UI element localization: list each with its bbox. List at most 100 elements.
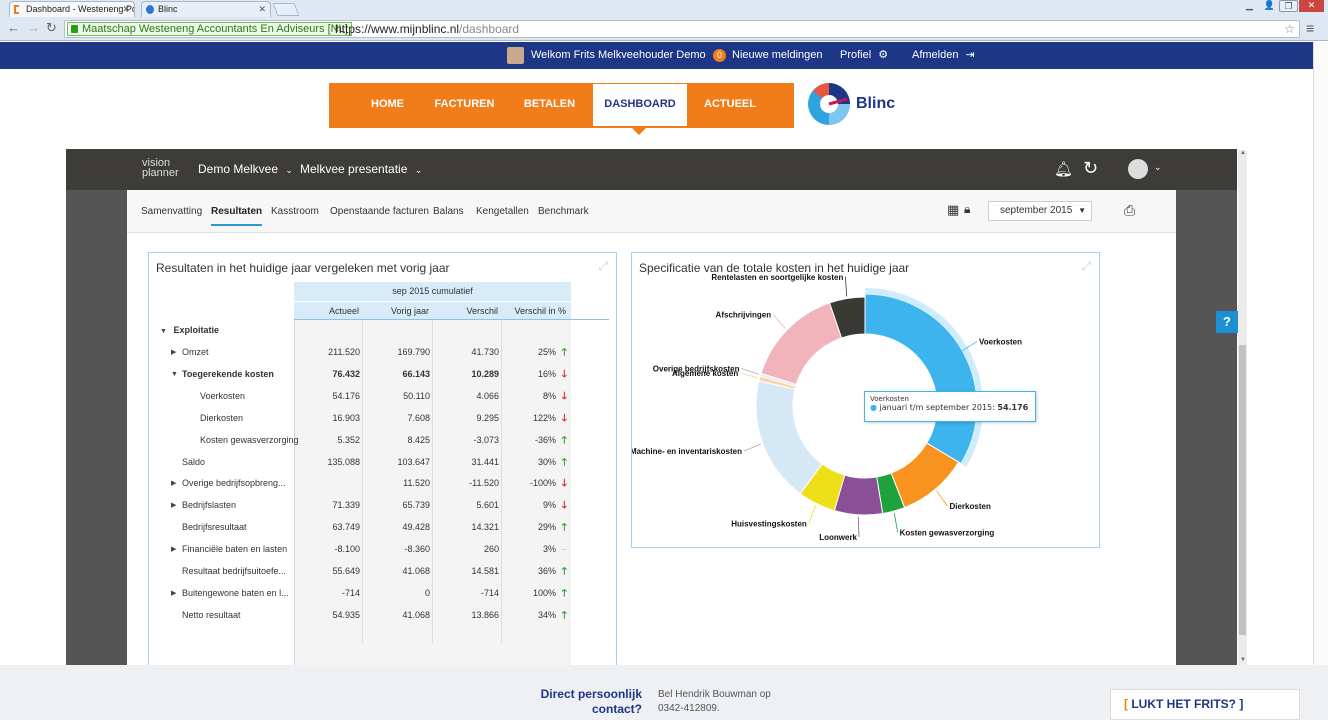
page-scrollbar[interactable] bbox=[1313, 42, 1328, 665]
direct-contact-line1: Direct persoonlijk bbox=[540, 687, 642, 701]
close-window-icon[interactable]: ✕ bbox=[1299, 0, 1324, 12]
lukt-het-frits-button[interactable]: [ LUKT HET FRITS? ] bbox=[1110, 689, 1300, 720]
slice-rentelasten-en-soortgelijke-kosten[interactable] bbox=[828, 296, 866, 339]
reload-icon[interactable]: ↻ bbox=[46, 20, 57, 35]
table-row[interactable]: ▼ Toegerekende kosten 76.432 66.143 10.289 16… bbox=[149, 364, 617, 385]
table-row[interactable]: ▶ Omzet 211.520 169.790 41.730 25% 🡑 bbox=[149, 342, 617, 363]
table-row[interactable]: ▶ Buitengewone baten en l... -714 0 -714 100%… bbox=[149, 583, 617, 604]
slice-connector bbox=[936, 490, 948, 507]
address-bar[interactable]: Maatschap Westeneng Accountants En Advis… bbox=[64, 20, 1300, 38]
row-label: Toegerekende kosten bbox=[182, 368, 274, 379]
row-label: Saldo bbox=[182, 456, 206, 467]
menu-item-betalen[interactable]: BETALEN bbox=[523, 98, 576, 110]
browser-tab-dashboard[interactable]: Dashboard - Westeneng Po ✕ bbox=[9, 1, 135, 17]
tab-benchmark[interactable]: Benchmark bbox=[538, 206, 589, 217]
cell-actueel: 5.352 bbox=[337, 434, 360, 445]
main-menu: HOME FACTUREN BETALEN DASHBOARD ACTUEEL bbox=[329, 83, 794, 128]
tab-resultaten[interactable]: Resultaten bbox=[211, 206, 263, 226]
expand-icon[interactable]: ⤢ bbox=[598, 259, 608, 273]
menu-item-facturen[interactable]: FACTUREN bbox=[434, 98, 495, 110]
cell-actueel: 76.432 bbox=[332, 368, 360, 379]
cell-verschil: 10.289 bbox=[471, 368, 499, 379]
tab-kengetallen[interactable]: Kengetallen bbox=[476, 206, 529, 217]
expand-caret-icon[interactable]: ▶ bbox=[171, 589, 177, 597]
presentation-dropdown[interactable]: Melkvee presentatie ⌄ bbox=[300, 162, 422, 176]
expand-icon[interactable]: ⤢ bbox=[1081, 259, 1091, 273]
tooltip-value: 54.176 bbox=[997, 403, 1029, 412]
cell-verschil-pct: 34% bbox=[537, 609, 556, 620]
tab-samenvatting[interactable]: Samenvatting bbox=[141, 206, 203, 217]
user-icon[interactable]: 👤 bbox=[1263, 0, 1276, 10]
secure-badge[interactable]: Maatschap Westeneng Accountants En Advis… bbox=[67, 22, 352, 36]
tab-kasstroom[interactable]: Kasstroom bbox=[271, 206, 319, 217]
cell-verschil: 4.066 bbox=[476, 390, 499, 401]
forward-icon[interactable]: → bbox=[27, 20, 40, 35]
browser-tab-blinc[interactable]: Blinc ✕ bbox=[141, 1, 271, 17]
trend-down-icon: 🡓 bbox=[561, 412, 567, 424]
close-tab-icon[interactable]: ✕ bbox=[122, 4, 130, 14]
expand-caret-icon[interactable]: ▶ bbox=[171, 349, 177, 356]
slice-machine-en-inventariskosten[interactable] bbox=[755, 380, 823, 495]
cell-verschil: 14.321 bbox=[471, 522, 499, 533]
secure-org-name: Maatschap Westeneng Accountants En Advis… bbox=[82, 23, 348, 35]
blinc-logo[interactable] bbox=[807, 82, 851, 126]
table-row[interactable]: ▶ Financiële baten en lasten -8.100 -8.360 2… bbox=[149, 539, 617, 560]
active-menu-pointer bbox=[632, 128, 646, 135]
direct-contact-line2: contact? bbox=[591, 702, 642, 716]
scroll-down-icon[interactable]: ▼ bbox=[1240, 657, 1246, 663]
tab-balans[interactable]: Balans bbox=[433, 206, 464, 217]
refresh-icon[interactable]: ↻ bbox=[1083, 158, 1099, 178]
cell-actueel: 55.649 bbox=[332, 566, 360, 576]
chevron-down-icon[interactable]: ⌄ bbox=[1154, 162, 1162, 172]
slice-voerkosten[interactable] bbox=[864, 293, 978, 465]
calendar-icon[interactable]: ▦ bbox=[947, 202, 960, 217]
expand-caret-icon[interactable]: ▶ bbox=[171, 502, 177, 510]
menu-icon[interactable]: ≡ bbox=[1306, 20, 1315, 36]
notifications-link[interactable]: 0 Nieuwe meldingen bbox=[713, 42, 823, 69]
menu-item-home[interactable]: HOME bbox=[371, 98, 404, 110]
user-avatar-icon[interactable] bbox=[1128, 159, 1148, 179]
expand-caret-icon[interactable]: ▶ bbox=[171, 480, 177, 488]
menu-item-dashboard[interactable]: DASHBOARD bbox=[593, 84, 687, 126]
cell-vorig-jaar: 8.425 bbox=[407, 434, 430, 445]
url-path: /dashboard bbox=[459, 22, 520, 36]
cell-vorig-jaar: 11.520 bbox=[403, 478, 430, 489]
logout-link[interactable]: Afmelden ⇥ bbox=[912, 42, 975, 69]
col-actueel: Actueel bbox=[328, 306, 359, 316]
lock-icon[interactable]: 🔒︎ bbox=[964, 202, 971, 216]
bookmark-star-icon[interactable]: ☆ bbox=[1284, 22, 1295, 36]
cell-verschil: 260 bbox=[483, 544, 499, 555]
new-tab-button[interactable] bbox=[272, 3, 300, 16]
tab-openstaande-facturen[interactable]: Openstaande facturen bbox=[330, 206, 429, 217]
restore-icon[interactable]: ❐ bbox=[1279, 0, 1298, 12]
minimize-icon[interactable]: ▁ bbox=[1246, 0, 1253, 10]
help-button[interactable]: ? bbox=[1216, 311, 1238, 333]
collapse-caret-icon: ▼ bbox=[160, 328, 167, 335]
row-label: Resultaat bedrijfsuitoefe... bbox=[182, 566, 287, 576]
menu-item-actueel[interactable]: ACTUEEL bbox=[704, 98, 756, 110]
bell-icon[interactable]: 🔔︎ bbox=[1054, 161, 1074, 178]
slice-connector bbox=[857, 516, 860, 537]
back-icon[interactable]: ← bbox=[7, 20, 20, 35]
profile-link[interactable]: Profiel ⚙ bbox=[840, 42, 888, 69]
inner-scrollbar-thumb[interactable] bbox=[1239, 345, 1246, 635]
trend-up-icon: 🡑 bbox=[561, 434, 567, 446]
blinc-logo-icon bbox=[808, 83, 850, 125]
close-tab-icon[interactable]: ✕ bbox=[258, 4, 266, 14]
lock-icon bbox=[71, 25, 78, 33]
collapse-caret-icon[interactable]: ▼ bbox=[171, 370, 178, 378]
cell-vorig-jaar: 0 bbox=[424, 587, 430, 598]
slice-label: Algemene kosten bbox=[672, 369, 738, 378]
scroll-up-icon[interactable]: ▲ bbox=[1240, 150, 1246, 156]
cell-vorig-jaar: 169.790 bbox=[397, 347, 430, 357]
period-select[interactable]: september 2015 ▼ bbox=[988, 201, 1092, 221]
tab-label: Dashboard - Westeneng Po bbox=[26, 4, 135, 14]
expand-caret-icon[interactable]: ▶ bbox=[171, 546, 177, 554]
company-dropdown[interactable]: Demo Melkvee ⌄ bbox=[198, 162, 293, 176]
table-row[interactable]: ▶ Overige bedrijfsopbreng... 11.520 -11.520… bbox=[149, 473, 617, 494]
print-icon[interactable]: ⎙ bbox=[1124, 202, 1136, 218]
brand-name: Blinc bbox=[856, 95, 896, 112]
table-row[interactable]: ▶ Bedrijfslasten 71.339 65.739 5.601 9% 🡓 bbox=[149, 495, 617, 516]
section-exploitatie[interactable]: ▼ Exploitatie bbox=[160, 325, 219, 335]
cell-verschil-pct: 100% bbox=[532, 587, 556, 598]
